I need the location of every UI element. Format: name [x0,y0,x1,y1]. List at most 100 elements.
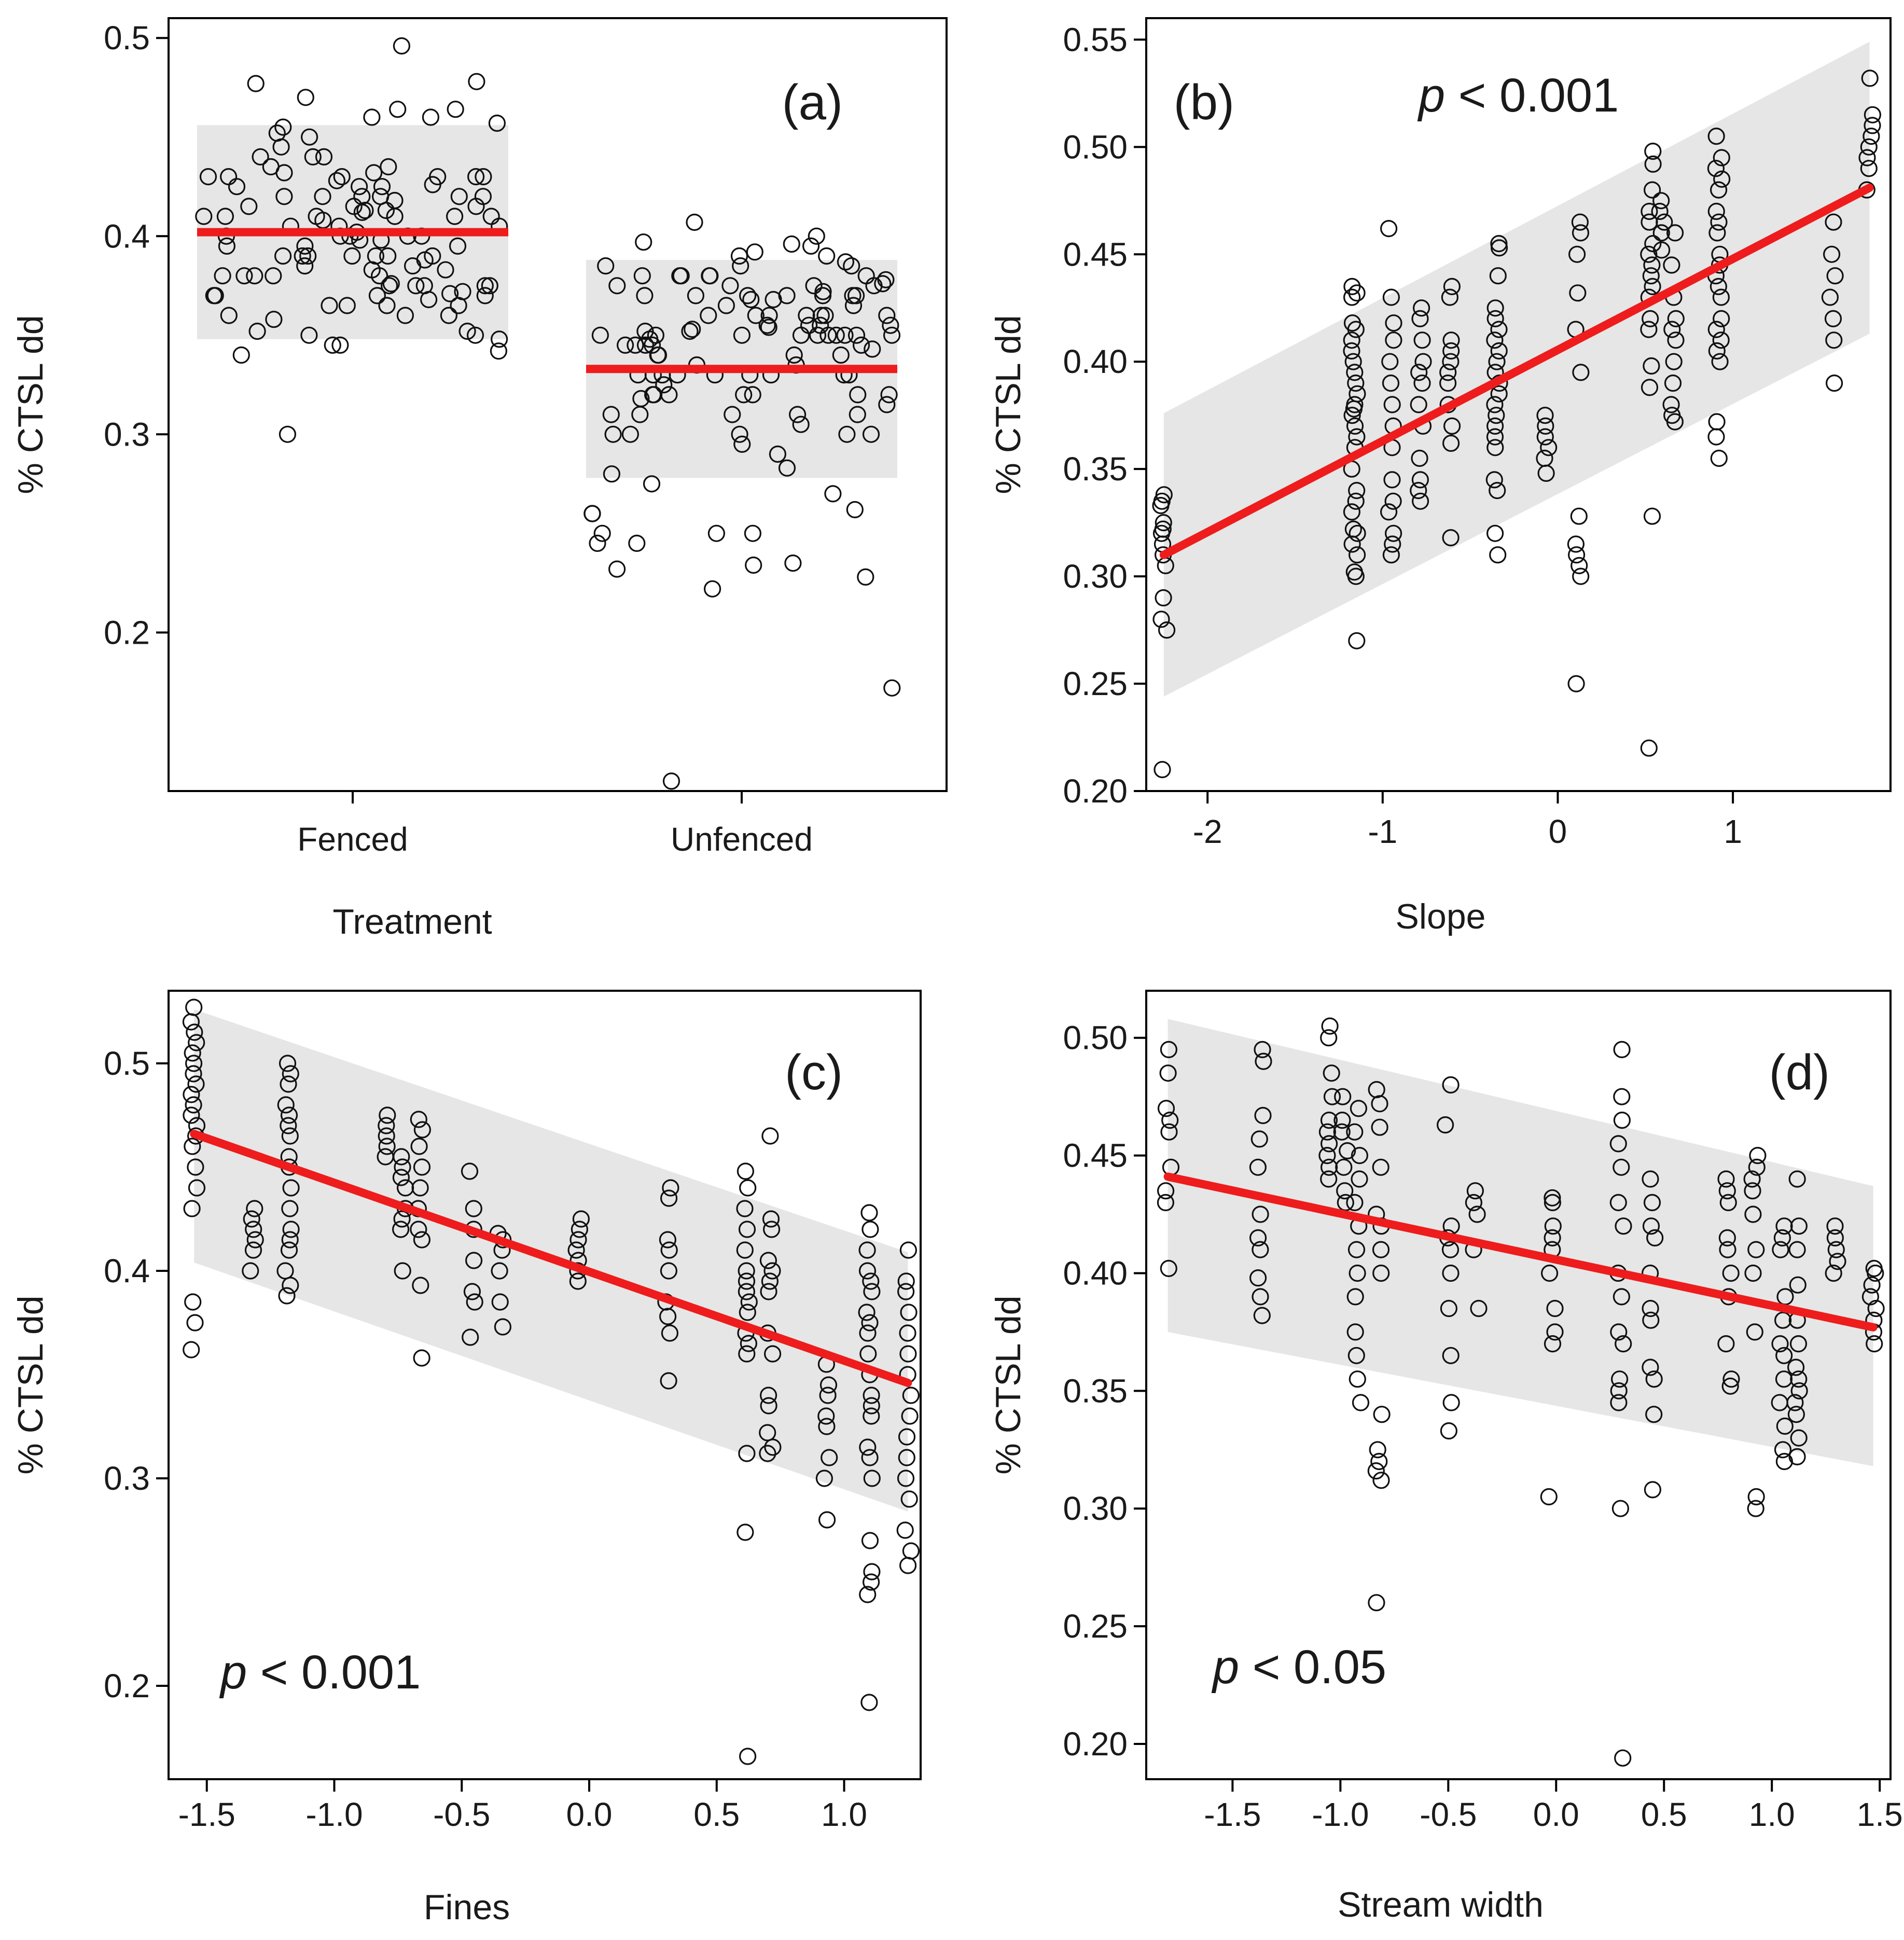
data-point [424,247,441,265]
y-tick-label: 0.4 [104,1252,150,1290]
y-axis-title: % CTSL dd [11,1295,50,1474]
data-point [1252,1288,1269,1306]
data-point [1610,1382,1628,1399]
data-point [899,1345,917,1363]
data-point [1153,492,1171,510]
data-point [1367,1462,1385,1480]
data-point [819,326,837,344]
data-point [1615,1335,1632,1353]
y-tick-label: 0.40 [1063,343,1128,380]
data-point [819,1387,837,1404]
data-point [636,287,654,304]
data-point [616,336,634,354]
p-value-symbol: p [1417,69,1445,122]
data-point [1571,557,1588,575]
data-point [1652,192,1670,210]
data-point [844,297,863,314]
p-value-symbol: p [1211,1641,1239,1694]
data-point [1468,1205,1486,1223]
data-point [1656,213,1673,231]
data-point [1321,1158,1338,1176]
data-point [1667,310,1685,328]
data-point [279,1055,297,1072]
data-point [262,158,280,176]
data-point [1708,413,1726,431]
data-point [1610,1394,1628,1411]
data-point [1567,535,1585,553]
data-point [1249,1269,1267,1287]
data-point [844,287,861,304]
data-point [897,1470,915,1487]
data-point [1863,1276,1881,1294]
data-point [1747,1241,1765,1258]
data-point [608,560,626,578]
data-point [1546,1323,1564,1341]
data-point [1710,278,1727,296]
data-point [1860,138,1878,156]
data-point [467,168,485,186]
data-point [296,237,314,255]
data-point [1465,1194,1482,1211]
data-point [1323,1088,1341,1105]
panel-d: 0.20 0.25 0.30 0.35 0.40 0.45 0.50 % CTSL dd -1.… [989,990,1903,1924]
data-point [280,1241,298,1259]
data-point [859,1438,877,1456]
data-point [1439,374,1457,392]
data-point [1349,546,1366,564]
data-point [1157,1182,1175,1200]
data-point [1544,1229,1561,1246]
data-point [740,1293,758,1311]
data-point [410,1221,427,1238]
data-point [1343,314,1361,332]
data-point [900,1490,918,1508]
data-point [1486,524,1504,542]
data-point [746,243,763,261]
data-point [1663,256,1680,274]
data-point [274,247,292,265]
data-point [572,1210,590,1228]
data-point [736,1523,754,1541]
data-point [636,322,654,340]
data-point [1789,1335,1808,1353]
data-point [1383,471,1401,489]
data-point [863,1470,881,1487]
data-point [1346,396,1364,413]
data-point [1772,1241,1789,1258]
data-point [660,1262,678,1280]
data-point [736,1162,755,1180]
data-point [686,213,703,231]
p-value-text: < 0.05 [1239,1641,1386,1694]
data-point [324,336,341,354]
data-point [814,287,832,304]
data-point [183,1341,200,1359]
data-point [1568,546,1586,564]
data-point [733,326,751,344]
data-point [449,237,467,255]
data-point [463,1283,481,1300]
data-point [280,1106,298,1124]
data-point [1707,160,1725,177]
data-point [1712,288,1730,306]
data-point [1611,1370,1629,1388]
data-point [1323,1064,1340,1082]
data-point [1488,407,1505,424]
data-point [1537,417,1554,435]
data-point [700,307,717,324]
data-point [703,580,721,598]
y-tick-label: 0.20 [1063,772,1128,810]
data-point [1344,353,1362,370]
fit-line [1163,1172,1878,1332]
data-point [882,316,899,334]
data-point [1486,439,1504,456]
data-point [738,1283,756,1300]
data-point [1645,1406,1663,1423]
data-point [858,1262,877,1280]
data-point [187,1075,205,1093]
data-point [744,524,762,542]
data-point [1711,353,1729,370]
data-point [1710,181,1728,199]
data-point [1252,1241,1269,1258]
y-tick-label: 0.50 [1063,128,1128,165]
data-point [429,168,447,186]
data-point [1663,407,1681,424]
